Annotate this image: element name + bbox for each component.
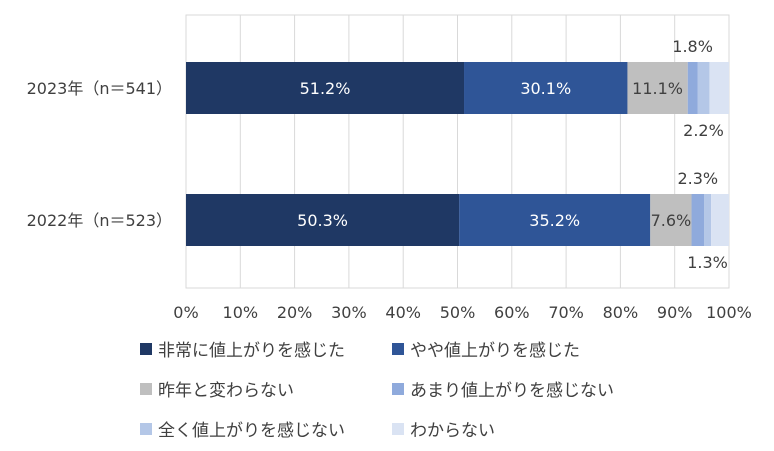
data-label: 50.3% (297, 211, 348, 230)
legend-swatch (140, 382, 152, 395)
legend-swatch (140, 342, 152, 355)
legend-item: 昨年と変わらない (140, 376, 294, 401)
data-label: 7.6% (651, 211, 692, 230)
data-label: 2.3% (677, 169, 718, 188)
bar-segment (459, 194, 651, 246)
legend-label: 昨年と変わらない (158, 381, 294, 401)
x-tick-label: 50% (440, 303, 476, 322)
category-label: 2022年（n＝523） (27, 211, 172, 230)
x-tick-label: 70% (548, 303, 584, 322)
legend-label: 非常に値上がりを感じた (158, 341, 345, 361)
legend-item: 非常に値上がりを感じた (140, 336, 345, 361)
bar-segment (709, 62, 729, 114)
legend-swatch (140, 422, 152, 435)
data-label: 1.3% (687, 253, 728, 272)
bar-segment (186, 194, 460, 246)
data-label: 1.8% (672, 37, 713, 56)
data-label: 51.2% (300, 79, 351, 98)
x-tick-label: 40% (385, 303, 421, 322)
legend-swatch (392, 422, 404, 435)
bar-segment (704, 194, 712, 246)
data-label: 11.1% (632, 79, 683, 98)
x-tick-label: 60% (494, 303, 530, 322)
bar-segment (627, 62, 688, 114)
bar-segment (691, 194, 705, 246)
legend-label: あまり値上がりを感じない (410, 381, 614, 401)
legend-label: わからない (410, 421, 495, 441)
data-label: 2.2% (683, 121, 724, 140)
legend-label: 全く値上がりを感じない (158, 421, 345, 441)
x-tick-label: 0% (173, 303, 198, 322)
legend-swatch (392, 382, 404, 395)
bar-segment (650, 194, 692, 246)
data-label: 35.2% (529, 211, 580, 230)
legend-item: 全く値上がりを感じない (140, 416, 345, 441)
legend-item: やや値上がりを感じた (392, 336, 580, 361)
x-tick-label: 80% (603, 303, 639, 322)
x-tick-label: 30% (331, 303, 367, 322)
bar-segment (687, 62, 698, 114)
legend-item: あまり値上がりを感じない (392, 376, 614, 401)
bar-segment (711, 194, 729, 246)
x-tick-label: 20% (277, 303, 313, 322)
legend-swatch (392, 342, 404, 355)
data-label: 30.1% (520, 79, 571, 98)
bar-segment (697, 62, 710, 114)
legend-item: わからない (392, 416, 495, 441)
x-tick-label: 10% (223, 303, 259, 322)
x-tick-label: 100% (706, 303, 752, 322)
x-tick-label: 90% (657, 303, 693, 322)
bar-segment (186, 62, 465, 114)
category-label: 2023年（n＝541） (27, 79, 172, 98)
bar-segment (464, 62, 628, 114)
legend-label: やや値上がりを感じた (410, 341, 580, 361)
